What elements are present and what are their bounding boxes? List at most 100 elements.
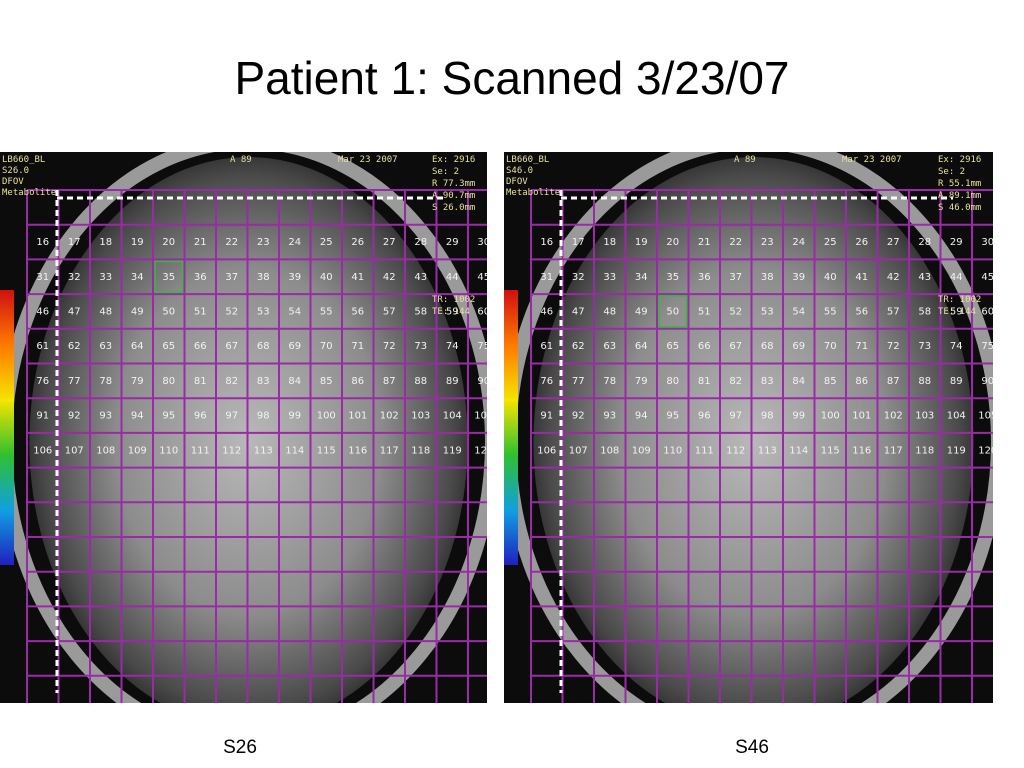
overlay-text: TR: 1002 [938, 295, 981, 305]
selected-cell [658, 295, 688, 328]
cell-number: 27 [887, 237, 900, 248]
cell-number: 93 [603, 411, 616, 422]
cell-number: 44 [950, 272, 963, 283]
cell-number: 22 [225, 237, 238, 248]
cell-number: 55 [824, 306, 837, 317]
cell-number: 20 [666, 237, 679, 248]
overlay-text: R 55.1mm [938, 179, 981, 189]
cell-number: 60 [477, 306, 490, 317]
cell-number: 72 [887, 341, 900, 352]
cell-number: 51 [698, 306, 711, 317]
cell-number: 25 [320, 237, 333, 248]
overlay-text: Mar 23 2007 [842, 155, 902, 165]
cell-number: 33 [99, 272, 112, 283]
cell-number: 90 [477, 376, 490, 387]
cell-number: 49 [635, 306, 648, 317]
cell-number: 77 [572, 376, 585, 387]
cell-number: 24 [792, 237, 805, 248]
cell-number: 62 [572, 341, 585, 352]
color-bar [504, 290, 518, 565]
cell-number: 84 [792, 376, 805, 387]
cell-number: 106 [537, 445, 556, 456]
cell-number: 36 [698, 272, 711, 283]
cell-number: 113 [758, 445, 777, 456]
cell-number: 71 [351, 341, 364, 352]
cell-number: 61 [540, 341, 553, 352]
overlay-text: DFOV [506, 177, 528, 187]
cell-number: 62 [68, 341, 81, 352]
cell-number: 52 [225, 306, 238, 317]
cell-number: 30 [981, 237, 994, 248]
cell-number: 116 [348, 445, 367, 456]
cell-number: 71 [855, 341, 868, 352]
cell-number: 47 [572, 306, 585, 317]
cell-number: 38 [761, 272, 774, 283]
overlay-text: DFOV [2, 177, 24, 187]
cell-number: 73 [414, 341, 427, 352]
cell-number: 50 [162, 306, 175, 317]
cell-number: 28 [918, 237, 931, 248]
cell-number: 69 [792, 341, 805, 352]
cell-number: 72 [383, 341, 396, 352]
cell-number: 95 [666, 411, 679, 422]
overlay-text: S26.0 [2, 166, 29, 176]
cell-number: 70 [320, 341, 333, 352]
cell-number: 113 [254, 445, 273, 456]
cell-number: 73 [918, 341, 931, 352]
cell-number: 109 [632, 445, 651, 456]
cell-number: 112 [726, 445, 745, 456]
cell-number: 59 [950, 306, 963, 317]
cell-number: 76 [540, 376, 553, 387]
cell-number: 78 [603, 376, 616, 387]
overlay-text: S 26.0mm [432, 203, 475, 213]
cell-number: 79 [131, 376, 144, 387]
cell-number: 92 [572, 411, 585, 422]
cell-number: 54 [288, 306, 301, 317]
cell-number: 74 [950, 341, 963, 352]
cell-number: 115 [821, 445, 840, 456]
overlay-text: Metabolite [506, 188, 560, 198]
cell-number: 83 [257, 376, 270, 387]
cell-number: 35 [666, 272, 679, 283]
cell-number: 23 [761, 237, 774, 248]
cell-number: 23 [257, 237, 270, 248]
cell-number: 119 [443, 445, 462, 456]
cell-number: 101 [852, 411, 871, 422]
cell-number: 75 [981, 341, 994, 352]
cell-number: 87 [887, 376, 900, 387]
cell-number: 41 [351, 272, 364, 283]
caption: S26 [223, 737, 257, 758]
cell-number: 95 [162, 411, 175, 422]
cell-number: 22 [729, 237, 742, 248]
overlay-text: TE: 144 [432, 307, 470, 317]
cell-number: 90 [981, 376, 994, 387]
cell-number: 94 [635, 411, 648, 422]
cell-number: 25 [824, 237, 837, 248]
overlay-text: A 89 [734, 155, 756, 165]
cell-number: 57 [887, 306, 900, 317]
cell-number: 81 [698, 376, 711, 387]
cell-number: 43 [918, 272, 931, 283]
cell-number: 85 [320, 376, 333, 387]
overlay-text: Ex: 2916 [432, 155, 475, 165]
cell-number: 106 [33, 445, 52, 456]
cell-number: 17 [572, 237, 585, 248]
cell-number: 32 [68, 272, 81, 283]
cell-number: 58 [414, 306, 427, 317]
cell-number: 53 [257, 306, 270, 317]
overlay-text: Se: 2 [432, 167, 459, 177]
cell-number: 59 [446, 306, 459, 317]
cell-number: 58 [918, 306, 931, 317]
cell-number: 99 [792, 411, 805, 422]
cell-number: 117 [380, 445, 399, 456]
cell-number: 64 [635, 341, 648, 352]
cell-number: 118 [915, 445, 934, 456]
cell-number: 70 [824, 341, 837, 352]
cell-number: 98 [257, 411, 270, 422]
cell-number: 120 [978, 445, 997, 456]
cell-number: 107 [65, 445, 84, 456]
cell-number: 100 [821, 411, 840, 422]
cell-number: 16 [36, 237, 49, 248]
cell-number: 111 [191, 445, 210, 456]
cell-number: 82 [729, 376, 742, 387]
